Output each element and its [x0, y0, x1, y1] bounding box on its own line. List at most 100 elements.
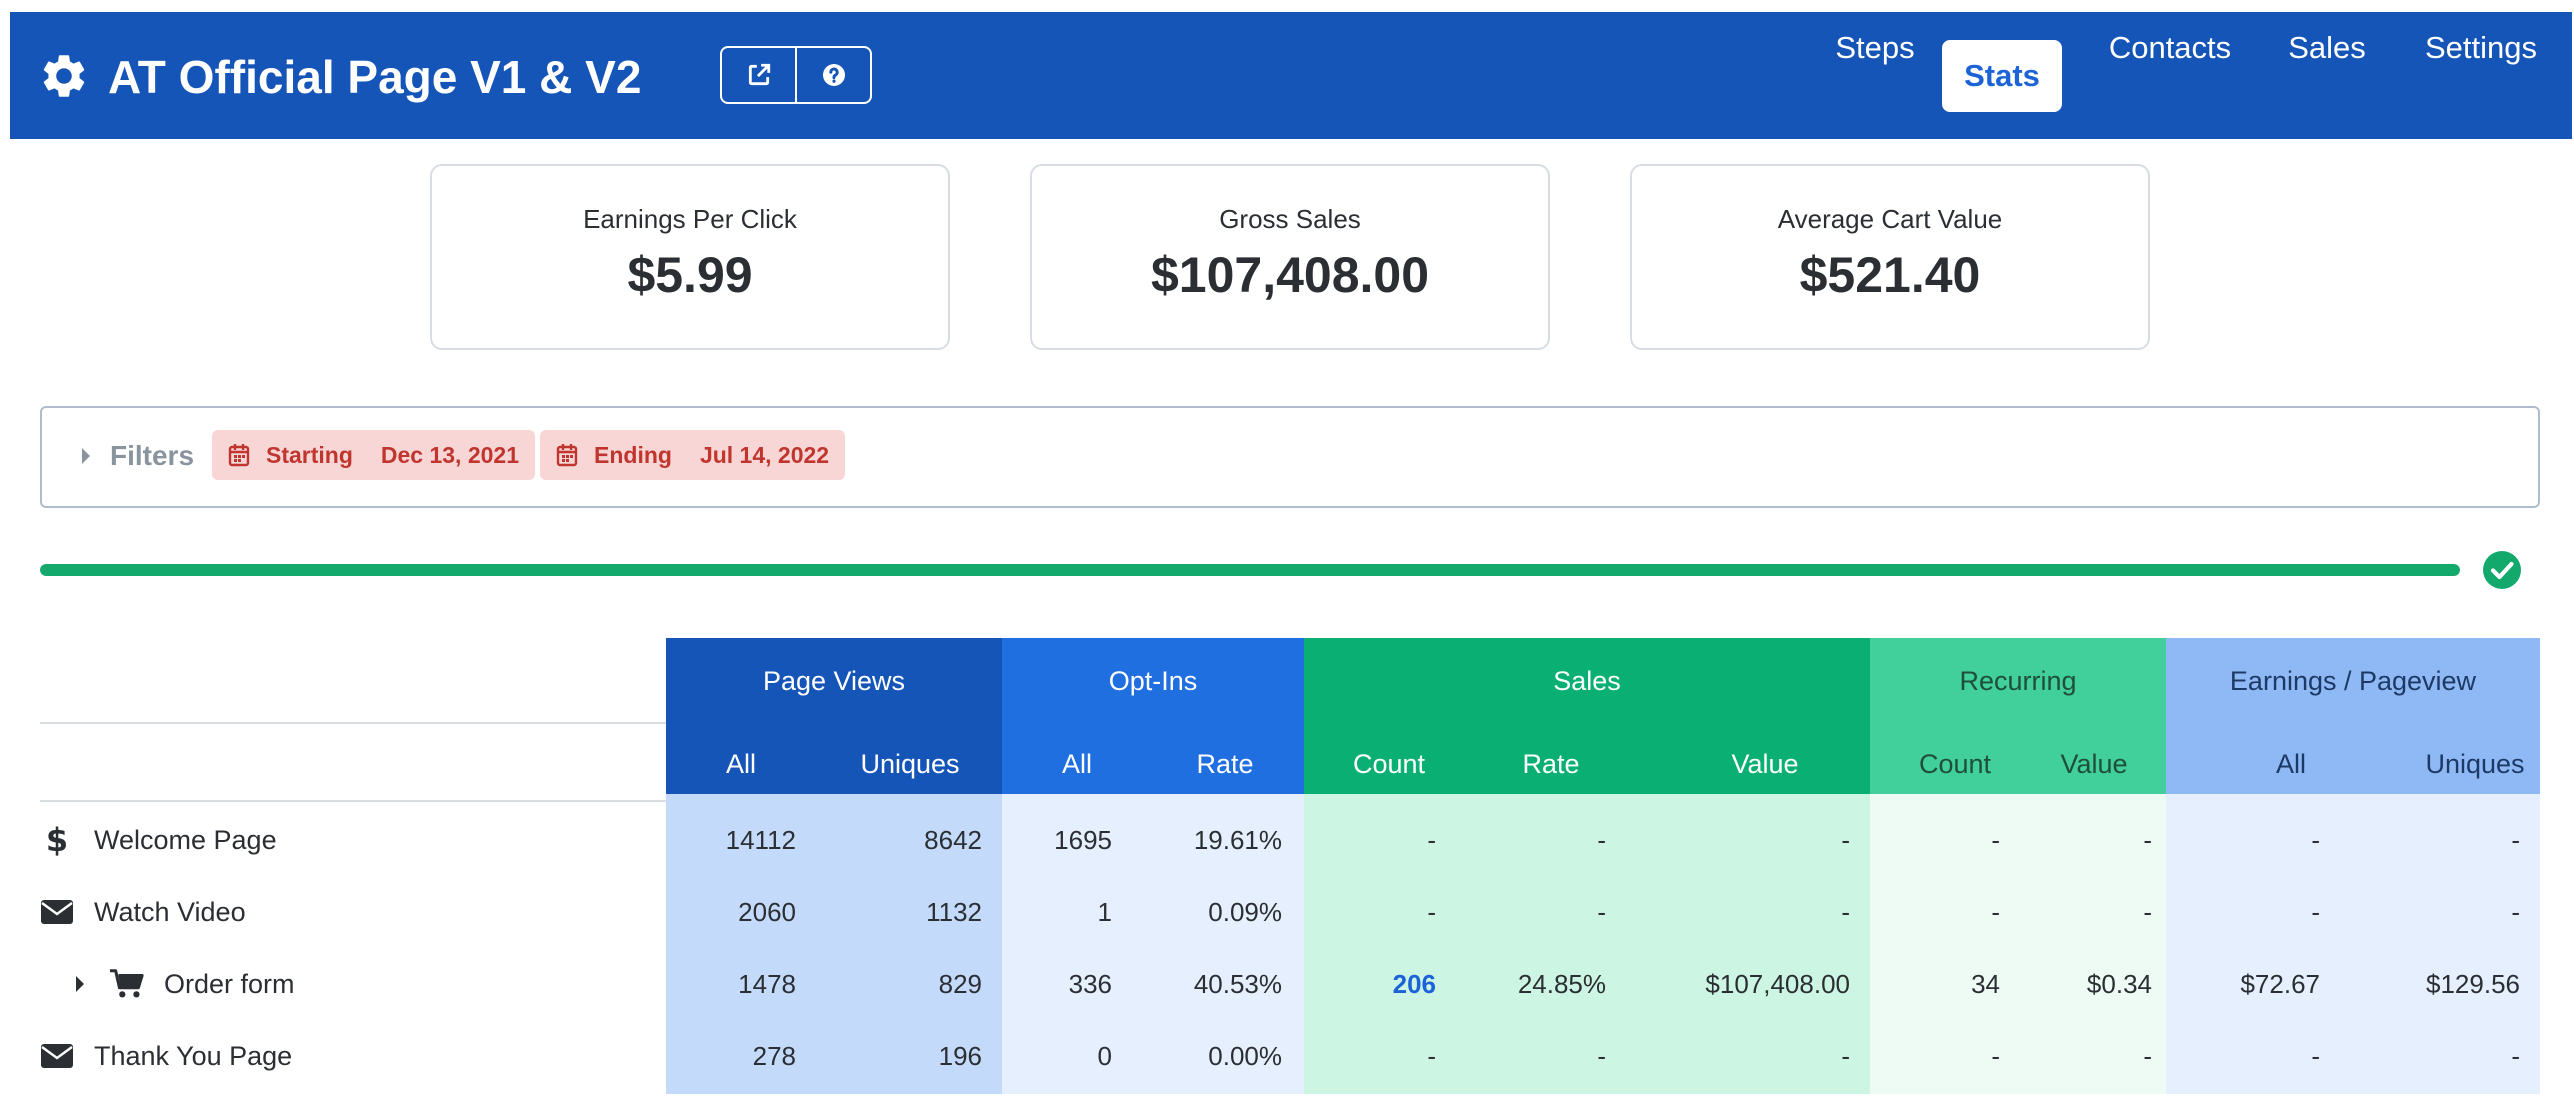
- help-circle-icon: [822, 64, 845, 86]
- table-cell: $0.34: [2086, 969, 2152, 999]
- tab-sales[interactable]: Sales: [2288, 30, 2366, 65]
- table-cell: -: [2511, 825, 2520, 855]
- table-cell: 14112: [725, 825, 796, 855]
- sub-header-rate: Rate: [1522, 748, 1580, 779]
- table-cell: -: [2311, 897, 2320, 927]
- sub-header-uniques: Uniques: [860, 748, 960, 779]
- table-cell: -: [1991, 897, 2000, 927]
- row-name: Watch Video: [94, 896, 246, 927]
- kpi-card-average-cart-value: Average Cart Value $521.40: [1630, 164, 2150, 350]
- table-cell: -: [1841, 897, 1850, 927]
- header-divider: [40, 722, 666, 724]
- open-external-button[interactable]: [722, 48, 795, 102]
- table-cell: 278: [752, 1041, 796, 1071]
- caret-right-icon[interactable]: [74, 974, 86, 994]
- tab-stats[interactable]: Stats: [1942, 40, 2062, 112]
- kpi-card-earnings-per-click: Earnings Per Click $5.99: [430, 164, 950, 350]
- group-header-recurring: Recurring: [1870, 638, 2166, 794]
- table-cell: -: [1841, 825, 1850, 855]
- table-cell: -: [1597, 897, 1606, 927]
- table-cell: -: [2311, 825, 2320, 855]
- table-cell: 40.53%: [1193, 969, 1282, 999]
- table-cell: 1: [1097, 897, 1112, 927]
- envelope-icon: [40, 900, 74, 924]
- kpi-label: Average Cart Value: [1777, 204, 2003, 234]
- table-cell: -: [1597, 825, 1606, 855]
- table-cell: -: [2511, 897, 2520, 927]
- table-row-label-thank-you-page[interactable]: Thank You Page: [40, 1020, 292, 1092]
- filters-toggle[interactable]: Filters: [80, 440, 194, 472]
- load-progress-bar: [40, 564, 2460, 576]
- filters-label: Filters: [110, 440, 195, 471]
- filter-chip-value: Jul 14, 2022: [699, 441, 830, 468]
- kpi-card-gross-sales: Gross Sales $107,408.00: [1030, 164, 1550, 350]
- table-cell: $107,408.00: [1705, 969, 1850, 999]
- sub-header-all: All: [1061, 748, 1092, 779]
- caret-right-icon: [82, 448, 90, 464]
- group-header-page-views: Page Views: [666, 638, 1002, 794]
- kpi-label: Earnings Per Click: [583, 204, 797, 234]
- header-divider: [40, 800, 666, 802]
- table-cell: -: [1427, 897, 1436, 927]
- table-cell: -: [1597, 1041, 1606, 1071]
- table-cell: -: [1427, 1041, 1436, 1071]
- table-cell: 1695: [1054, 825, 1112, 855]
- funnel-title: AT Official Page V1 & V2: [108, 51, 642, 103]
- table-row-label-watch-video[interactable]: Watch Video: [40, 876, 246, 948]
- table-cell: 19.61%: [1193, 825, 1282, 855]
- check-circle-icon: [2483, 551, 2521, 589]
- stats-table: Page Views Opt-Ins Sales Recurring Earni…: [40, 638, 2540, 1094]
- cart-icon: [110, 968, 144, 1000]
- top-bar: AT Official Page V1 & V2 Steps Stats Con…: [10, 12, 2572, 139]
- toolbar-buttons: [720, 46, 872, 104]
- sub-header-value: Value: [2060, 748, 2128, 779]
- row-name: Welcome Page: [94, 824, 277, 855]
- filter-chip-ending[interactable]: Ending Jul 14, 2022: [540, 430, 846, 480]
- table-cell: 34: [1971, 969, 2000, 999]
- load-progress-fill: [40, 564, 2460, 576]
- sub-header-rate: Rate: [1196, 748, 1254, 779]
- help-button[interactable]: [795, 48, 870, 102]
- filter-chip-value: Dec 13, 2021: [380, 441, 520, 468]
- gear-icon[interactable]: [38, 50, 90, 102]
- tab-steps[interactable]: Steps: [1835, 30, 1915, 65]
- table-cell: 0.09%: [1208, 897, 1282, 927]
- table-cell: 0: [1097, 1041, 1112, 1071]
- table-cell: -: [1991, 825, 2000, 855]
- table-cell: 829: [938, 969, 982, 999]
- table-cell: 1132: [926, 897, 982, 927]
- table-cell[interactable]: 206: [1392, 969, 1436, 999]
- table-row-label-welcome-page[interactable]: $ Welcome Page: [40, 804, 277, 876]
- tab-contacts[interactable]: Contacts: [2108, 30, 2232, 65]
- table-row-label-order-form[interactable]: Order form: [74, 948, 295, 1020]
- table-cell: -: [2311, 1041, 2320, 1071]
- kpi-label: Gross Sales: [1219, 204, 1361, 234]
- calendar-icon: [556, 444, 578, 467]
- table-cell: 1478: [738, 969, 796, 999]
- table-cell: $129.56: [2426, 969, 2520, 999]
- table-cell: 24.85%: [1517, 969, 1606, 999]
- table-cell: -: [1991, 1041, 2000, 1071]
- sub-header-value: Value: [1731, 748, 1799, 779]
- table-cell: -: [2143, 825, 2152, 855]
- sub-header-count: Count: [1918, 748, 1992, 779]
- table-cell: -: [2143, 897, 2152, 927]
- table-cell: -: [2143, 1041, 2152, 1071]
- external-link-icon: [748, 63, 770, 86]
- sub-header-count: Count: [1352, 748, 1426, 779]
- dollar-icon: $: [40, 823, 74, 857]
- filters-panel: Filters Starting Dec 13, 2021 Ending Jul…: [40, 406, 2540, 508]
- sub-header-uniques: Uniques: [2425, 748, 2525, 779]
- tab-settings[interactable]: Settings: [2424, 30, 2537, 65]
- sub-header-all: All: [725, 748, 756, 779]
- filter-chip-key: Ending: [594, 441, 672, 468]
- row-name: Thank You Page: [94, 1040, 293, 1071]
- group-header-earnings-per-pageview: Earnings / Pageview: [2166, 638, 2540, 794]
- kpi-value: $521.40: [1799, 247, 1981, 303]
- filter-chip-starting[interactable]: Starting Dec 13, 2021: [212, 430, 536, 480]
- group-header-sales: Sales: [1304, 638, 1870, 794]
- table-cell: 8642: [924, 825, 982, 855]
- table-cell: -: [2511, 1041, 2520, 1071]
- row-name: Order form: [164, 968, 295, 999]
- group-header-opt-ins: Opt-Ins: [1002, 638, 1304, 794]
